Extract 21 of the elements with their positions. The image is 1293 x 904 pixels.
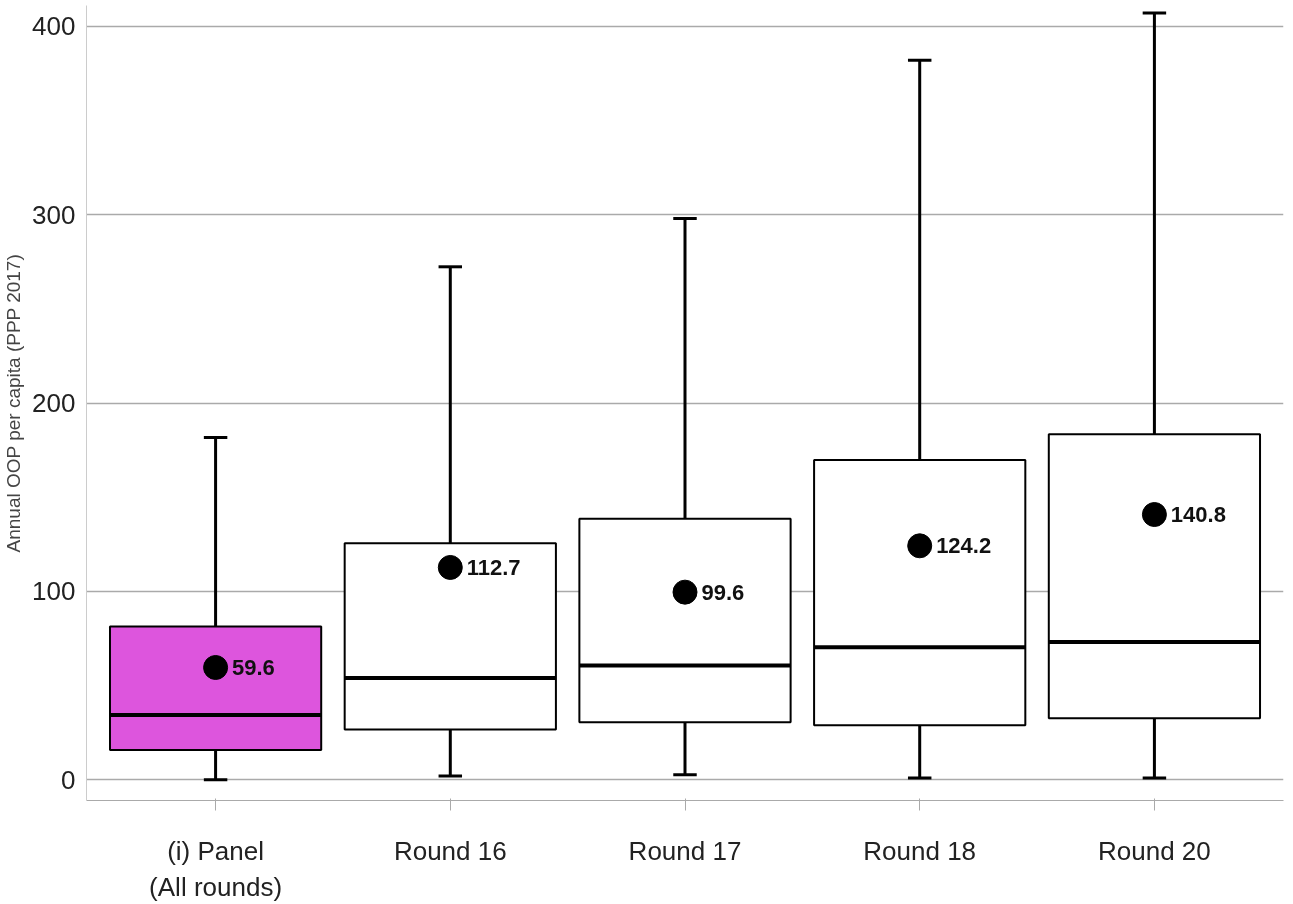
x-tick-label: Round 17	[628, 835, 742, 866]
point	[672, 579, 698, 605]
x-tick-label: Round 16	[393, 835, 507, 866]
point	[203, 655, 229, 680]
point	[437, 554, 463, 580]
point	[907, 533, 933, 559]
data-label: 59.6	[232, 655, 275, 680]
data-label: 140.8	[1170, 502, 1226, 528]
y-tick-label: 300	[32, 199, 76, 230]
data-label: 124.2	[936, 533, 992, 559]
point	[1141, 502, 1167, 527]
y-tick-label: 100	[32, 576, 76, 607]
y-tick-label: 400	[32, 11, 76, 42]
x-tick-label: Round 20	[1098, 835, 1211, 866]
data-label: 112.7	[466, 554, 521, 580]
y-tick-label: 200	[32, 388, 76, 418]
y-axis-title: Annual OOP per capita (PPP 2017)	[3, 254, 25, 553]
x-tick-label: Round 18	[863, 835, 977, 866]
x-tick-label: (i) Panel (All rounds)	[149, 835, 283, 902]
y-tick-label: 0	[61, 764, 76, 795]
data-label: 99.6	[701, 579, 745, 605]
